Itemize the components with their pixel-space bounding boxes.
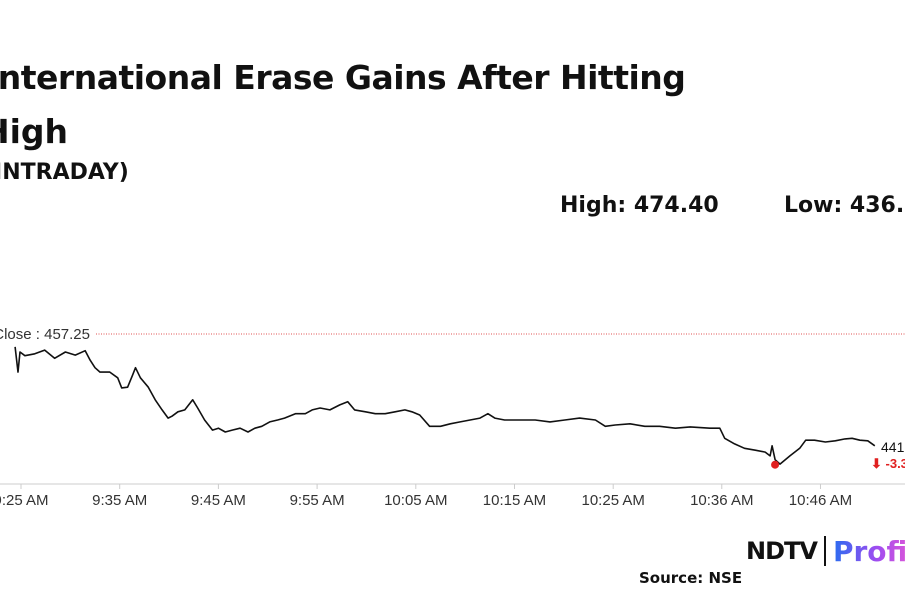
ndtv-profit-logo: NDTV Profit <box>746 535 905 568</box>
logo-ndtv: NDTV <box>746 537 818 565</box>
low-marker <box>771 460 780 469</box>
change-label: ⬇ -3.3 <box>871 456 905 471</box>
chart-subtitle: (INTRADAY) <box>0 160 129 185</box>
logo-divider <box>823 536 826 566</box>
x-tick-label: 9:45 AM <box>191 492 246 509</box>
x-tick-label: 9:55 AM <box>290 492 345 509</box>
x-tick-label: 10:15 AM <box>483 492 546 509</box>
x-tick-label: 9:35 AM <box>92 492 147 509</box>
price-line <box>14 346 876 465</box>
source-note: Source: NSE <box>639 569 743 587</box>
chart-title-line1: International Erase Gains After Hitting <box>0 58 686 97</box>
logo-profit: Profit <box>833 535 905 568</box>
last-value-label: 441 <box>881 439 905 455</box>
x-tick-label: 10:46 AM <box>789 492 852 509</box>
x-tick-label: 10:36 AM <box>690 492 753 509</box>
low-stat: Low: 436.5 <box>784 193 905 218</box>
x-tick-label: 10:05 AM <box>384 492 447 509</box>
prev-close-label: Close : 457.25 <box>0 326 90 343</box>
high-stat: High: 474.40 <box>560 193 719 218</box>
x-tick-label: 10:25 AM <box>582 492 645 509</box>
x-tick-label: 9:25 AM <box>0 492 49 509</box>
chart-title-line2: High <box>0 112 69 151</box>
